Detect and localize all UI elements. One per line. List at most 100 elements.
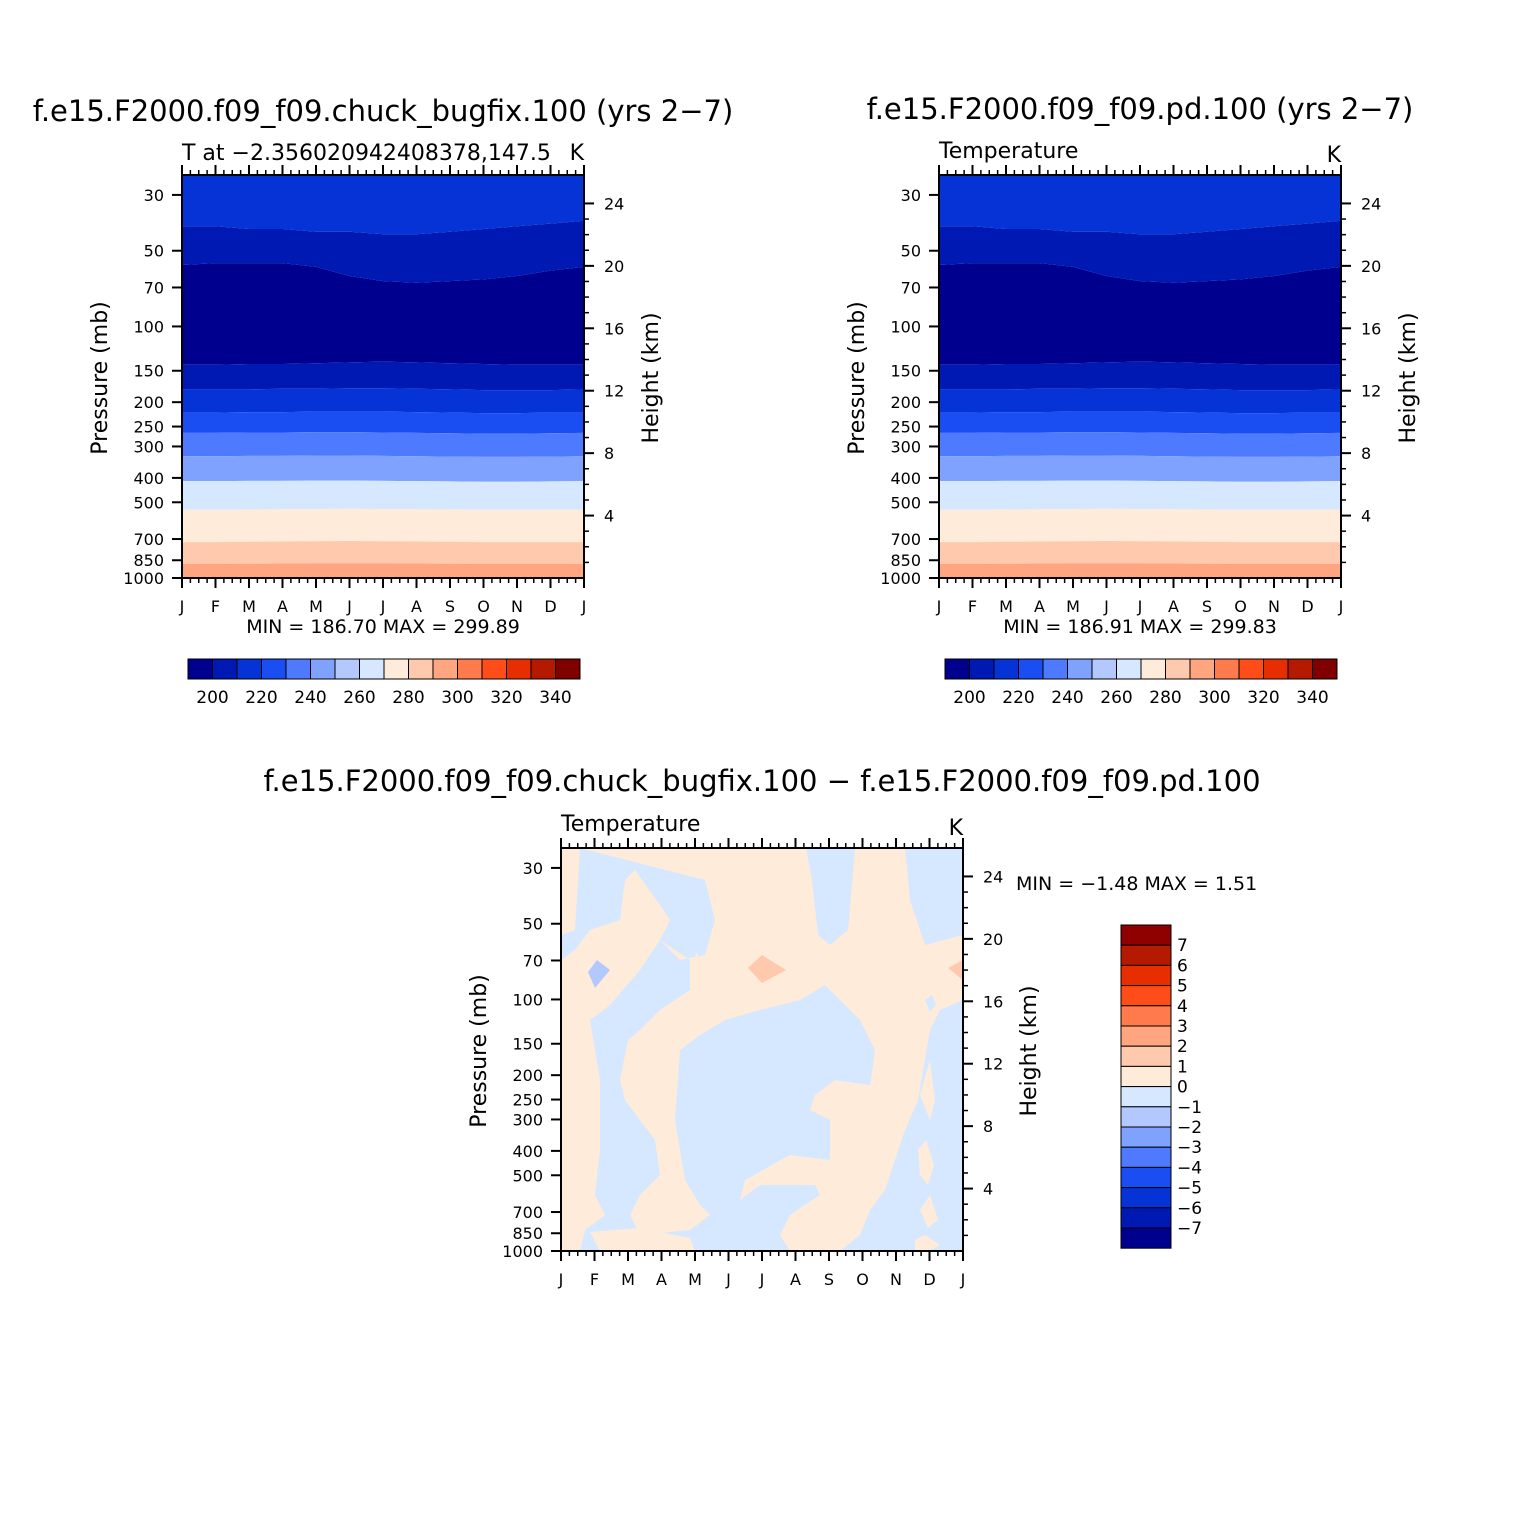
contour-band — [939, 432, 1341, 457]
colorbar-label: 0 — [1177, 1078, 1188, 1098]
y-tick-label: 30 — [144, 186, 164, 205]
x-tick-label: F — [968, 597, 977, 616]
panel-1: f.e15.F2000.f09_f09.chuck_bugfix.100 (yr… — [33, 94, 734, 708]
colorbar-box — [236, 658, 262, 680]
contour-band — [182, 563, 584, 578]
x-tick-label: J — [380, 597, 386, 616]
x-tick-label: J — [936, 597, 942, 616]
contour-band — [939, 388, 1341, 414]
x-tick-label: O — [477, 597, 490, 616]
x-tick-label: N — [1268, 597, 1280, 616]
x-tick-label: J — [1137, 597, 1143, 616]
x-tick-label: J — [179, 597, 185, 616]
y-tick-label: 1000 — [502, 1242, 543, 1261]
x-tick-label: J — [725, 1270, 731, 1289]
contour-band-positive — [920, 1195, 938, 1228]
contour-band — [182, 263, 584, 365]
colorbar-box — [1140, 658, 1166, 680]
x-tick-label: F — [211, 597, 220, 616]
colorbar-label: 1 — [1177, 1057, 1188, 1077]
contour-band — [182, 541, 584, 564]
y-tick-label: 400 — [133, 469, 164, 488]
colorbar-box — [1120, 1187, 1172, 1209]
colorbar-box — [1165, 658, 1191, 680]
x-tick-label: J — [558, 1270, 564, 1289]
y-tick-label: 100 — [512, 990, 543, 1009]
x-tick-label: S — [824, 1270, 834, 1289]
y-tick-label: 100 — [133, 317, 164, 336]
colorbar-label: 300 — [1198, 688, 1230, 708]
colorbar-label: 340 — [1296, 688, 1328, 708]
colorbar-label: 300 — [441, 688, 473, 708]
x-tick-label: A — [790, 1270, 801, 1289]
x-tick-label: O — [856, 1270, 869, 1289]
colorbar-label: 320 — [1247, 688, 1279, 708]
colorbar-box — [481, 658, 507, 680]
y-tick-label: 400 — [890, 469, 921, 488]
contour-band — [182, 432, 584, 457]
colorbar-box — [1120, 1065, 1172, 1088]
contour-band — [182, 175, 584, 235]
colorbar-box — [212, 658, 238, 680]
y-tick-label: 200 — [133, 393, 164, 412]
y-tick-label: 150 — [133, 362, 164, 381]
y-tick-label: 500 — [133, 493, 164, 512]
colorbar-label: 240 — [1051, 688, 1083, 708]
colorbar-box — [1263, 658, 1289, 680]
colorbar-box — [334, 658, 360, 680]
x-tick-label: J — [346, 597, 352, 616]
colorbar-box — [1120, 1106, 1172, 1128]
colorbar-label: 260 — [343, 688, 375, 708]
contour-band-positive — [561, 848, 963, 1251]
x-tick-label: D — [923, 1270, 935, 1289]
x-tick-label: A — [1034, 597, 1045, 616]
y2-tick-label: 12 — [1361, 382, 1381, 401]
contour-band-positive — [690, 952, 703, 973]
colorbar-box — [187, 658, 213, 680]
y-tick-label: 850 — [512, 1224, 543, 1243]
y-tick-label: 200 — [512, 1066, 543, 1085]
colorbar-box — [1214, 658, 1240, 680]
colorbar-box — [285, 658, 311, 680]
colorbar-label: −6 — [1177, 1199, 1202, 1219]
panel-1-colorbar: 200 220 240 260 280 300 320 340 — [187, 658, 581, 708]
y-tick-label: 700 — [512, 1203, 543, 1222]
y-tick-label: 250 — [512, 1091, 543, 1110]
colorbar-box — [1116, 658, 1142, 680]
contour-band — [182, 220, 584, 283]
panel-1-subtitle-left: T at −2.356020942408378,147.5 — [181, 141, 551, 166]
colorbar-label: 220 — [245, 688, 277, 708]
colorbar-box — [506, 658, 532, 680]
contour-band — [939, 480, 1341, 510]
colorbar-label: 5 — [1177, 977, 1188, 997]
colorbar-box — [1189, 658, 1215, 680]
contour-band-positive — [561, 848, 580, 935]
contour-band-positive-2 — [748, 955, 786, 983]
x-tick-label: A — [656, 1270, 667, 1289]
x-tick-label: F — [590, 1270, 599, 1289]
y-tick-label: 850 — [890, 551, 921, 570]
panel-2-contours — [939, 175, 1341, 578]
y2-tick-label: 16 — [983, 992, 1003, 1011]
x-tick-label: D — [544, 597, 556, 616]
y-tick-label: 1000 — [880, 569, 921, 588]
contour-band — [182, 508, 584, 543]
x-tick-label: J — [581, 597, 587, 616]
y2-tick-label: 24 — [604, 194, 624, 213]
panel-3-subtitle-left: Temperature — [560, 812, 700, 837]
y-tick-label: 300 — [890, 437, 921, 456]
y-tick-label: 150 — [512, 1035, 543, 1054]
contour-band — [939, 175, 1341, 235]
x-tick-label: A — [1168, 597, 1179, 616]
contour-band-positive — [590, 1228, 695, 1251]
colorbar-box — [530, 658, 556, 680]
y-tick-label: 700 — [133, 530, 164, 549]
y-tick-label: 70 — [144, 278, 164, 297]
contour-band — [939, 508, 1341, 543]
y2-tick-label: 4 — [604, 507, 614, 526]
colorbar-label: −1 — [1177, 1098, 1202, 1118]
panel-1-contours — [182, 175, 584, 578]
contour-band-positive-2 — [948, 960, 963, 980]
